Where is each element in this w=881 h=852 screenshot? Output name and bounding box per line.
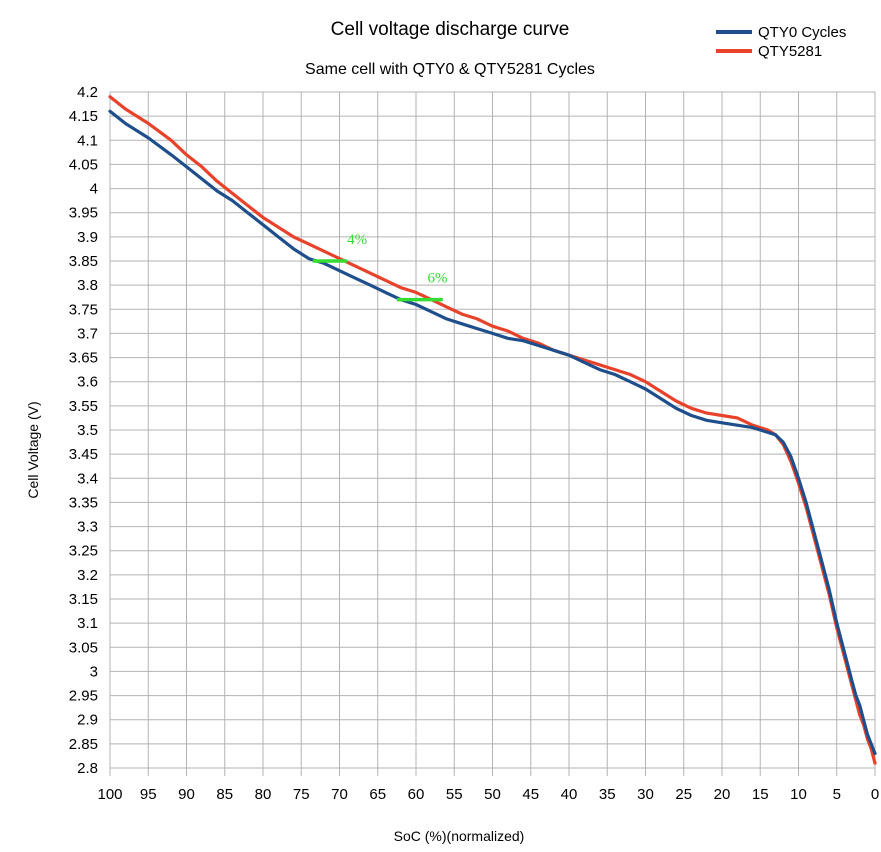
- y-tick-label: 3.1: [77, 615, 98, 632]
- y-tick-label: 4.1: [77, 132, 98, 149]
- x-axis-ticks: 100 95 90 85 80 75 70 65 60 55 50 45 40 35 30 25 20 15 10 5…: [97, 786, 879, 803]
- y-tick-label: 4: [90, 181, 98, 198]
- y-tick-label: 3.45: [69, 446, 98, 463]
- x-tick-label: 65: [369, 786, 386, 803]
- series-line-qty0: [108, 109, 877, 756]
- x-tick-label: 95: [140, 786, 157, 803]
- chart-title: Cell voltage discharge curve: [331, 19, 570, 40]
- x-tick-label: 0: [871, 786, 879, 803]
- x-tick-label: 35: [599, 786, 616, 803]
- y-tick-label: 3.75: [69, 301, 98, 318]
- x-tick-label: 5: [833, 786, 841, 803]
- y-tick-label: 4.05: [69, 156, 98, 173]
- plot-frame: [109, 91, 876, 769]
- y-tick-label: 4.15: [69, 108, 98, 125]
- x-tick-label: 25: [675, 786, 692, 803]
- y-tick-label: 3.15: [69, 591, 98, 608]
- y-tick-label: 3.3: [77, 519, 98, 536]
- y-tick-label: 2.8: [77, 760, 98, 777]
- y-tick-label: 2.9: [77, 712, 98, 729]
- y-tick-label: 3.5: [77, 422, 98, 439]
- y-tick-label: 3.65: [69, 350, 98, 367]
- y-tick-label: 3.55: [69, 398, 98, 415]
- x-tick-label: 55: [446, 786, 463, 803]
- x-tick-label: 20: [714, 786, 731, 803]
- y-tick-label: 3.4: [77, 470, 98, 487]
- x-axis-label: SoC (%)(normalized): [394, 828, 525, 844]
- x-tick-label: 75: [293, 786, 310, 803]
- chart-subtitle: Same cell with QTY0 & QTY5281 Cycles: [305, 61, 595, 78]
- x-tick-label: 85: [216, 786, 233, 803]
- y-tick-label: 3.25: [69, 543, 98, 560]
- y-tick-label: 2.95: [69, 688, 98, 705]
- y-tick-label: 3: [90, 663, 98, 680]
- x-tick-label: 90: [178, 786, 195, 803]
- annotation-gap-label: 4%: [347, 232, 367, 248]
- y-tick-label: 3.6: [77, 374, 98, 391]
- y-tick-label: 3.7: [77, 325, 98, 342]
- x-tick-label: 45: [522, 786, 539, 803]
- series-layer: [108, 95, 877, 765]
- x-tick-label: 10: [790, 786, 807, 803]
- y-tick-label: 3.2: [77, 567, 98, 584]
- x-tick-label: 30: [637, 786, 654, 803]
- x-tick-label: 40: [561, 786, 578, 803]
- x-tick-label: 60: [408, 786, 425, 803]
- y-tick-label: 2.85: [69, 736, 98, 753]
- legend: QTY0 Cycles QTY5281: [716, 24, 846, 60]
- y-axis-label: Cell Voltage (V): [25, 401, 41, 498]
- y-tick-label: 3.9: [77, 229, 98, 246]
- legend-label-qty5281: QTY5281: [758, 43, 822, 60]
- x-tick-label: 80: [255, 786, 272, 803]
- x-tick-label: 50: [484, 786, 501, 803]
- grid: [109, 91, 876, 776]
- x-tick-label: 100: [97, 786, 122, 803]
- y-tick-label: 3.95: [69, 205, 98, 222]
- y-tick-label: 3.85: [69, 253, 98, 270]
- annotation-layer: 4% 6%: [312, 232, 447, 302]
- y-axis-ticks: 4.2 4.15 4.1 4.05 4 3.95 3.9 3.85 3.8 3.75 3.7 3.65…: [69, 84, 98, 777]
- y-tick-label: 4.2: [77, 84, 98, 101]
- y-tick-label: 3.8: [77, 277, 98, 294]
- legend-label-qty0: QTY0 Cycles: [758, 24, 846, 41]
- y-tick-label: 3.35: [69, 494, 98, 511]
- x-tick-label: 15: [752, 786, 769, 803]
- x-tick-label: 70: [331, 786, 348, 803]
- y-tick-label: 3.05: [69, 639, 98, 656]
- annotation-gap-label: 6%: [427, 271, 447, 287]
